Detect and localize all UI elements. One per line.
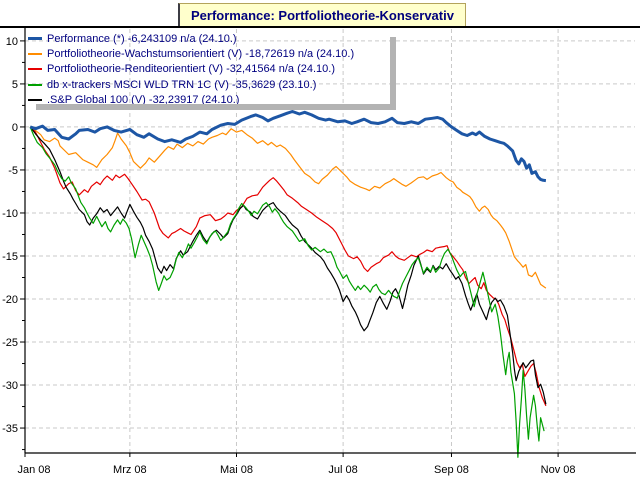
y-tick-label: -35 [2, 423, 18, 435]
legend-swatch [28, 99, 42, 102]
legend-shadow-bottom [36, 104, 396, 110]
x-tick-label: Mai 08 [220, 464, 253, 476]
legend-item: .S&P Global 100 (V) -32,23917 (24.10.) [28, 93, 390, 108]
y-tick-label: -25 [2, 337, 18, 349]
y-tick-label: -30 [2, 380, 18, 392]
series-line-0 [29, 110, 547, 183]
legend-label: db x-trackers MSCI WLD TRN 1C (V) -35,36… [47, 78, 317, 91]
legend-item: Portfoliotheorie-Wachstumsorientiert (V)… [28, 46, 390, 61]
legend-swatch [28, 53, 42, 56]
series-line-1 [29, 126, 547, 289]
y-tick-label: 5 [12, 79, 18, 91]
chart-title: Performance: Portfoliotheorie-Konservati… [191, 7, 454, 23]
legend-label: Portfoliotheorie-Renditeorientiert (V) -… [47, 63, 335, 76]
y-tick-label: 10 [6, 36, 18, 48]
legend-item: Performance (*) -6,243109 n/a (24.10.) [28, 31, 390, 46]
legend-label: Portfoliotheorie-Wachstumsorientiert (V)… [47, 48, 355, 61]
y-tick-label: 0 [12, 122, 18, 134]
series-line-3 [29, 126, 547, 405]
x-tick-label: Jul 08 [328, 464, 357, 476]
legend-swatch [28, 68, 42, 71]
chart-title-box: Performance: Portfoliotheorie-Konservati… [178, 3, 466, 27]
x-tick-label: Mrz 08 [113, 464, 147, 476]
legend-label: .S&P Global 100 (V) -32,23917 (24.10.) [47, 94, 240, 107]
y-tick-label: -5 [8, 165, 18, 177]
y-tick-label: -10 [2, 208, 18, 220]
y-tick-label: -20 [2, 294, 18, 306]
series-line-2 [29, 126, 547, 407]
legend-swatch [28, 83, 42, 86]
legend-item: Portfoliotheorie-Renditeorientiert (V) -… [28, 62, 390, 77]
x-tick-label: Sep 08 [434, 464, 469, 476]
x-tick-label: Nov 08 [541, 464, 576, 476]
chart-legend: Performance (*) -6,243109 n/a (24.10.) Po… [28, 31, 390, 108]
legend-shadow-right [390, 37, 396, 110]
legend-swatch [28, 37, 42, 41]
legend-item: db x-trackers MSCI WLD TRN 1C (V) -35,36… [28, 77, 390, 92]
y-tick-label: -15 [2, 251, 18, 263]
legend-label: Performance (*) -6,243109 n/a (24.10.) [47, 32, 237, 45]
x-tick-label: Jan 08 [17, 464, 50, 476]
series-line-4 [29, 126, 545, 458]
